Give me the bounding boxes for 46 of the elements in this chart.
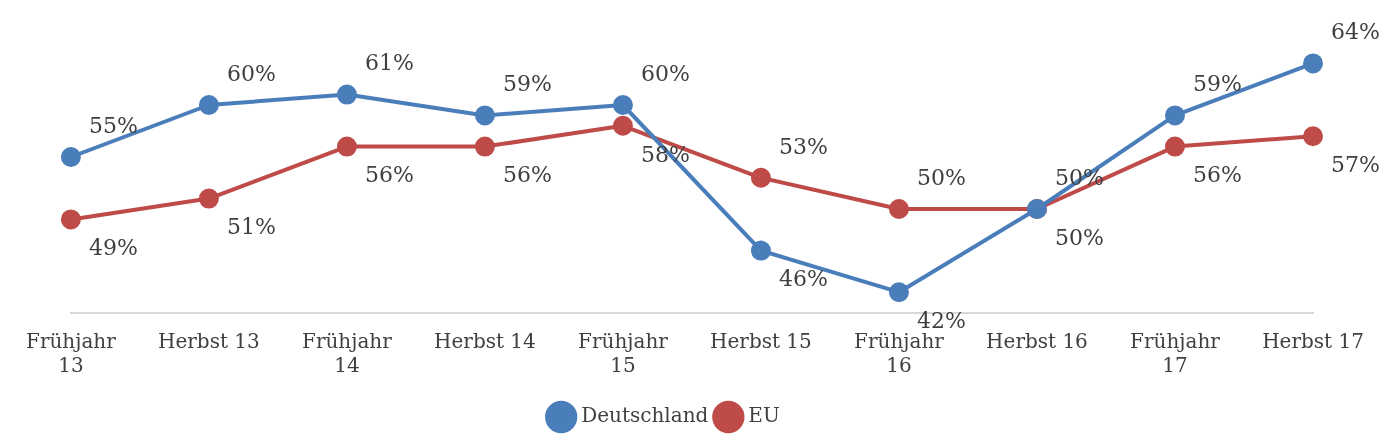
point	[888, 282, 909, 303]
x-tick-label: Herbst 14	[434, 329, 536, 354]
x-tick-label: Frühjahr 13	[26, 329, 117, 378]
point	[336, 84, 357, 105]
data-label: 56%	[1192, 162, 1242, 188]
point	[1303, 53, 1323, 74]
data-label: 59%	[1192, 71, 1242, 97]
point	[336, 136, 357, 157]
data-label: 51%	[226, 214, 276, 240]
point	[750, 240, 771, 261]
point	[750, 167, 771, 188]
x-tick-label: Herbst 13	[158, 329, 260, 354]
point	[198, 188, 219, 209]
data-label: 49%	[88, 235, 138, 261]
data-label: 55%	[88, 112, 138, 138]
legend-label: Deutschland	[581, 403, 709, 428]
data-label: 56%	[502, 162, 552, 188]
data-label: 60%	[640, 60, 690, 86]
x-tick-label: Frühjahr 17	[1130, 329, 1221, 378]
point	[1303, 126, 1323, 147]
legend-label: EU	[748, 403, 780, 428]
data-label: 46%	[778, 266, 828, 292]
x-tick-label: Frühjahr 15	[578, 329, 669, 378]
x-tick-label: Herbst 16	[986, 329, 1088, 354]
point	[60, 147, 81, 167]
point	[612, 95, 633, 115]
x-tick-label: Herbst 17	[1262, 329, 1364, 354]
data-label: 53%	[778, 133, 828, 159]
data-label: 60%	[226, 60, 276, 86]
point	[1164, 136, 1185, 157]
data-label: 59%	[502, 71, 552, 97]
data-label: 61%	[364, 50, 414, 76]
data-label: 50%	[1054, 224, 1104, 250]
point	[1164, 105, 1185, 126]
point	[60, 209, 81, 230]
data-label: 64%	[1331, 19, 1380, 45]
data-label: 56%	[364, 162, 414, 188]
point	[888, 199, 909, 219]
x-tick-label: Herbst 15	[710, 329, 812, 354]
point	[612, 115, 633, 136]
data-label: 50%	[916, 164, 966, 190]
data-label: 57%	[1331, 151, 1380, 177]
point	[198, 95, 219, 115]
x-tick-label: Frühjahr 14	[302, 329, 393, 378]
point	[474, 136, 495, 157]
point	[474, 105, 495, 126]
